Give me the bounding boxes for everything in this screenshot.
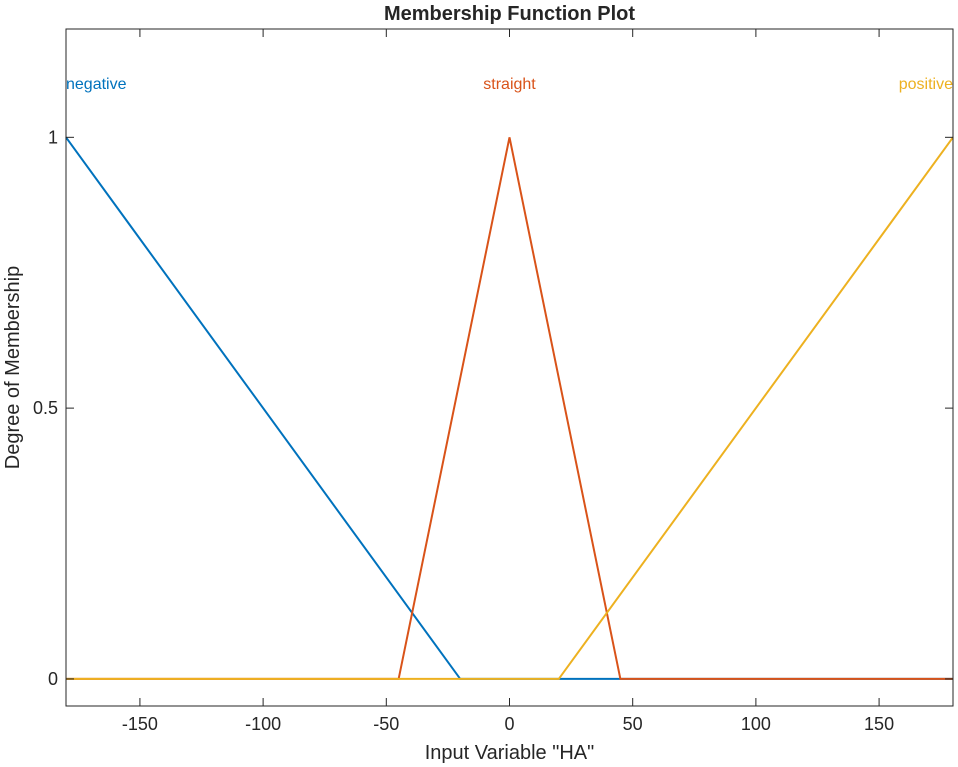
x-tick-label: -100 [245, 714, 281, 734]
series-layer [65, 136, 954, 680]
x-tick-label: 0 [504, 714, 514, 734]
plot-area [66, 29, 953, 706]
chart-title: Membership Function Plot [384, 3, 635, 25]
y-axis-label: Degree of Membership [2, 266, 24, 469]
x-tick-label: -150 [122, 714, 158, 734]
series-label-positive: positive [899, 76, 953, 93]
x-axis: -150 -100 -50 0 50 100 150 [122, 29, 894, 734]
y-tick-label: 0 [48, 669, 58, 689]
x-tick-label: 100 [741, 714, 771, 734]
series-line-positive [66, 136, 954, 680]
x-tick-label: 50 [623, 714, 643, 734]
series-labels: negative straight positive [66, 76, 953, 93]
x-tick-label: 150 [864, 714, 894, 734]
y-tick-label: 1 [48, 127, 58, 147]
series-label-negative: negative [66, 76, 127, 93]
x-tick-label: -50 [373, 714, 399, 734]
y-axis: 00.51 [33, 127, 953, 689]
y-tick-label: 0.5 [33, 398, 58, 418]
series-label-straight: straight [483, 76, 536, 93]
x-axis-label: Input Variable "HA" [425, 742, 594, 764]
